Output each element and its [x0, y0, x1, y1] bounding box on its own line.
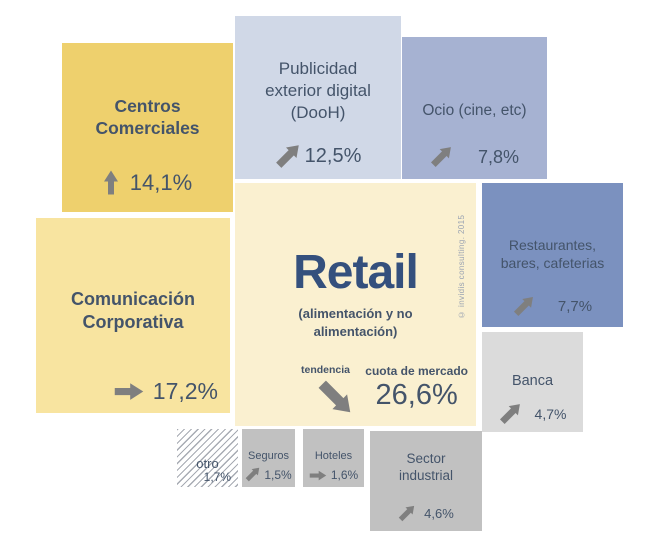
segment-hoteles: Hoteles 1,6% [303, 429, 364, 487]
segment-sector-industrial: Sector industrial 4,6% [370, 431, 482, 531]
segment-share: 1,5% [264, 467, 292, 482]
retail-subtitle: (alimentación y no alimentación) [298, 306, 413, 339]
segment-share: 4,6% [424, 506, 454, 521]
segment-banca: Banca 4,7% [482, 332, 583, 432]
market-share-block: cuota de mercado 26,6% [365, 364, 468, 412]
trend-up-right-icon [430, 146, 452, 168]
segment-label: Hoteles [314, 450, 353, 462]
segment-share: 1,6% [330, 468, 359, 482]
segment-label: Centros Comerciales [95, 96, 200, 139]
copyright-credit: © invidis consulting. 2015 [457, 214, 466, 319]
segment-value-row: 1,7% [177, 470, 238, 484]
segment-value-row: 14,1% [62, 169, 233, 196]
segment-centros-comerciales: Centros Comerciales 14,1% [62, 43, 233, 212]
segment-seguros: Seguros 1,5% [242, 429, 295, 487]
market-share-caption: cuota de mercado [365, 364, 468, 378]
retail-bottom-row: tendencia cuota de mercado 26,6% [301, 364, 468, 414]
segment-share: 7,8% [477, 146, 520, 167]
trend-right-icon [114, 382, 144, 401]
segment-value-row: 7,7% [482, 296, 623, 317]
segment-value-row: 1,5% [242, 467, 295, 482]
segment-label: Comunicación Corporativa [70, 289, 195, 333]
segment-value-row: 17,2% [36, 378, 230, 405]
trend-up-right-icon [398, 505, 415, 522]
segment-value-row: 4,7% [482, 403, 583, 425]
segment-share: 17,2% [152, 378, 218, 404]
trend-block: tendencia [301, 364, 352, 414]
segment-share: 14,1% [129, 169, 193, 195]
segment-label: Restaurantes, bares, cafeterias [500, 237, 605, 271]
segment-label: Ocio (cine, etc) [422, 102, 527, 119]
retail-title: Retail [293, 246, 419, 299]
segment-restaurantes-bares-cafeterias: Restaurantes, bares, cafeterias 7,7% [482, 183, 623, 327]
segment-share: 26,6% [375, 379, 458, 411]
segment-retail: Retail (alimentación y no alimentación) … [235, 183, 476, 426]
trend-up-right-icon [245, 467, 260, 482]
segment-label: Seguros [248, 450, 289, 462]
segment-label: Publicidad exterior digital (DooH) [265, 59, 371, 122]
trend-down-right-icon [317, 379, 352, 414]
segment-value-row: 1,6% [303, 468, 364, 482]
segment-share: 4,7% [534, 406, 567, 422]
segment-share: 12,5% [304, 145, 362, 167]
segment-publicidad-exterior-digital: Publicidad exterior digital (DooH) 12,5% [235, 16, 401, 179]
trend-caption: tendencia [301, 364, 351, 376]
segment-value-row: 7,8% [402, 146, 547, 168]
segment-label: Banca [511, 373, 554, 389]
segment-otro: otro 1,7% [177, 429, 238, 487]
trend-up-right-icon [513, 296, 534, 317]
segment-comunicacion-corporativa: Comunicación Corporativa 17,2% [36, 218, 230, 413]
trend-up-right-icon [499, 403, 521, 425]
trend-up-icon [103, 169, 119, 196]
segment-share: 7,7% [557, 298, 593, 315]
trend-right-icon [309, 470, 327, 481]
trend-up-right-icon [275, 144, 300, 169]
segment-label: otro [196, 456, 219, 471]
segment-value-row: 12,5% [235, 144, 401, 169]
segment-label: Sector industrial [398, 451, 454, 484]
segment-value-row: 4,6% [370, 505, 482, 522]
segment-share: 1,7% [203, 470, 231, 484]
segment-ocio: Ocio (cine, etc) 7,8% [402, 37, 547, 179]
